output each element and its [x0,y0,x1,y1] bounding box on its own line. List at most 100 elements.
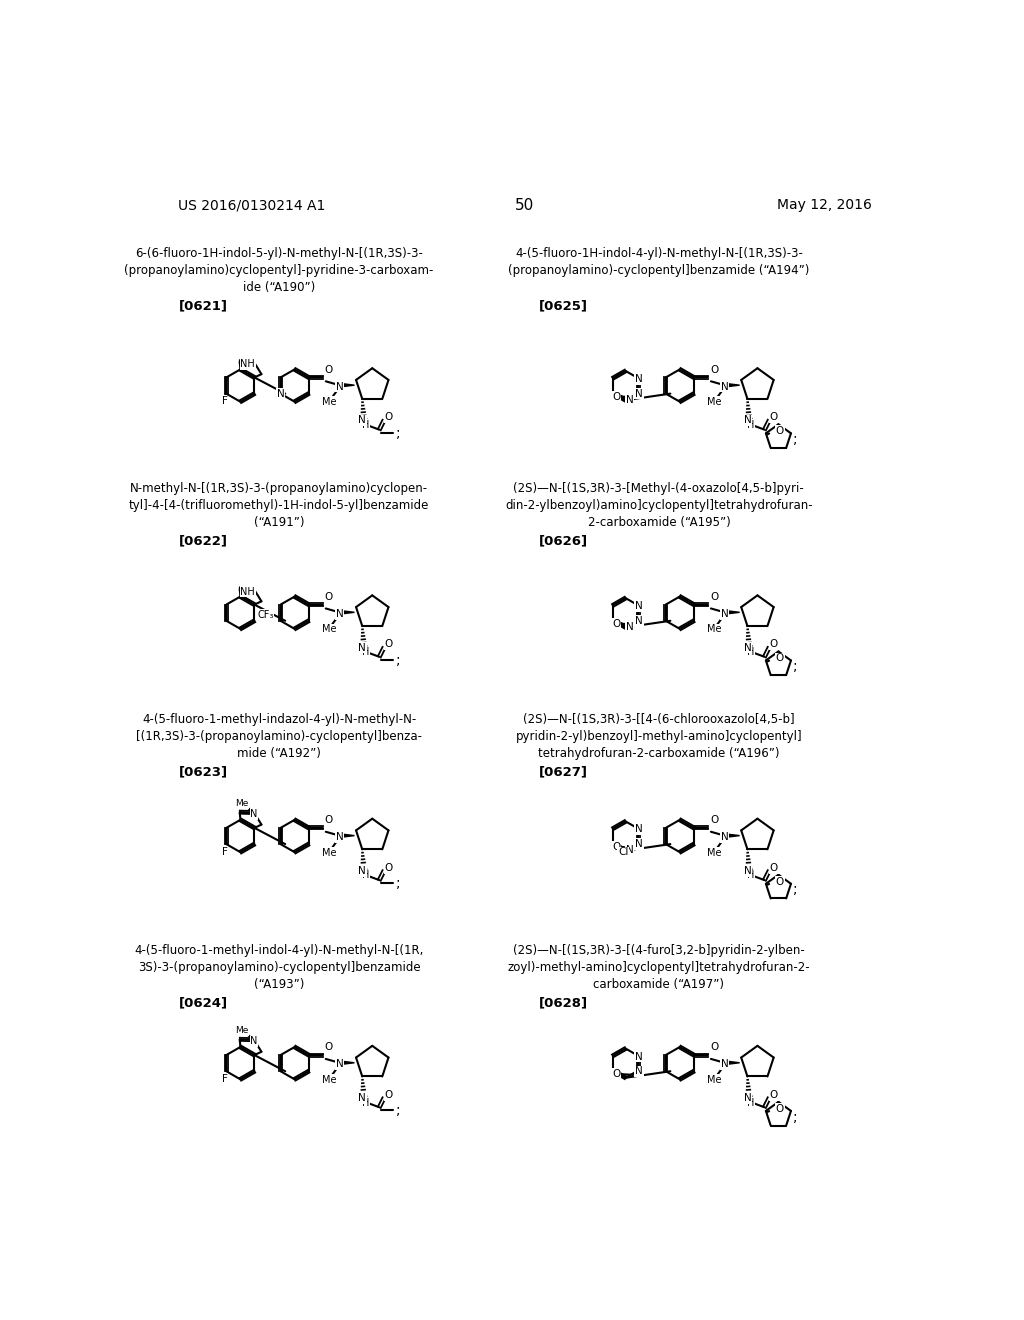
Text: O: O [384,1090,393,1100]
Text: F: F [222,1074,227,1084]
Text: N: N [358,416,367,425]
Text: 6-(6-fluoro-1H-indol-5-yl)-N-methyl-N-[(1R,3S)-3-
(propanoylamino)cyclopentyl]-p: 6-(6-fluoro-1H-indol-5-yl)-N-methyl-N-[(… [125,247,434,294]
Text: [0623]: [0623] [178,766,227,779]
Text: H: H [746,870,755,880]
Text: N: N [358,1093,367,1104]
Text: N: N [743,416,752,425]
Text: H: H [361,420,369,430]
Polygon shape [342,834,354,837]
Text: N: N [250,1036,258,1047]
Text: F: F [222,847,227,857]
Text: N: N [336,381,344,392]
Text: N: N [743,866,752,876]
Polygon shape [727,1061,739,1064]
Text: O: O [770,1090,778,1100]
Text: N: N [250,809,258,820]
Polygon shape [342,611,354,614]
Text: N: N [635,1067,643,1076]
Text: O: O [612,392,621,401]
Text: O: O [325,364,333,375]
Text: N: N [635,616,643,626]
Text: N: N [743,1093,752,1104]
Text: ;: ; [794,659,798,673]
Text: [0626]: [0626] [539,535,588,548]
Text: N: N [635,374,643,384]
Text: ;: ; [794,1110,798,1123]
Text: Cl: Cl [618,847,629,857]
Text: Me: Me [707,847,721,858]
Text: Me: Me [322,624,336,634]
Text: [0625]: [0625] [539,300,588,313]
Text: Me: Me [322,397,336,407]
Text: ;: ; [395,1104,400,1117]
Text: O: O [325,816,333,825]
Text: N: N [635,388,643,399]
Text: N: N [635,601,643,611]
Text: H: H [361,1098,369,1107]
Text: N: N [635,1052,643,1061]
Text: O: O [776,876,784,887]
Text: O: O [612,1069,621,1080]
Text: N: N [626,395,634,404]
Text: N: N [626,845,634,855]
Text: O: O [384,639,393,649]
Text: N-methyl-N-[(1R,3S)-3-(propanoylamino)cyclopen-
tyl]-4-[4-(trifluoromethyl)-1H-i: N-methyl-N-[(1R,3S)-3-(propanoylamino)cy… [129,482,429,529]
Text: O: O [776,653,784,664]
Text: Me: Me [234,1026,248,1035]
Text: O: O [770,412,778,422]
Text: (2S)—N-[(1S,3R)-3-[[4-(6-chlorooxazolo[4,5-b]
pyridin-2-yl)benzoyl]-methyl-amino: (2S)—N-[(1S,3R)-3-[[4-(6-chlorooxazolo[4… [515,713,802,760]
Text: [0621]: [0621] [178,300,227,313]
Text: Me: Me [707,397,721,407]
Text: Me: Me [707,1074,721,1085]
Text: F: F [222,396,227,407]
Text: O: O [710,1043,718,1052]
Text: H: H [361,647,369,657]
Text: (2S)—N-[(1S,3R)-3-[(4-furo[3,2-b]pyridin-2-ylben-
zoyl)-methyl-amino]cyclopentyl: (2S)—N-[(1S,3R)-3-[(4-furo[3,2-b]pyridin… [508,944,810,991]
Text: NH: NH [241,586,255,597]
Text: ;: ; [395,876,400,890]
Text: 4-(5-fluoro-1-methyl-indazol-4-yl)-N-methyl-N-
[(1R,3S)-3-(propanoylamino)-cyclo: 4-(5-fluoro-1-methyl-indazol-4-yl)-N-met… [136,713,422,760]
Text: CF₃: CF₃ [257,610,273,619]
Text: [0627]: [0627] [539,766,588,779]
Text: O: O [612,842,621,851]
Text: ;: ; [794,882,798,896]
Text: O: O [710,591,718,602]
Text: N: N [721,609,729,619]
Text: ;: ; [395,426,400,440]
Text: H: H [361,870,369,880]
Polygon shape [727,384,739,387]
Text: N: N [358,643,367,652]
Text: O: O [612,619,621,628]
Text: [0622]: [0622] [178,535,227,548]
Text: O: O [770,639,778,649]
Text: N: N [626,622,634,632]
Text: US 2016/0130214 A1: US 2016/0130214 A1 [178,198,326,213]
Text: O: O [776,426,784,436]
Text: O: O [770,863,778,873]
Text: N: N [336,1060,344,1069]
Text: O: O [325,591,333,602]
Text: (2S)—N-[(1S,3R)-3-[Methyl-(4-oxazolo[4,5-b]pyri-
din-2-ylbenzoyl)amino]cyclopent: (2S)—N-[(1S,3R)-3-[Methyl-(4-oxazolo[4,5… [505,482,813,529]
Text: O: O [325,1043,333,1052]
Text: Me: Me [322,847,336,858]
Text: N: N [336,832,344,842]
Text: Me: Me [322,1074,336,1085]
Text: O: O [384,412,393,422]
Text: [0624]: [0624] [178,997,227,1010]
Polygon shape [727,611,739,614]
Text: 50: 50 [515,198,535,214]
Text: 4-(5-fluoro-1-methyl-indol-4-yl)-N-methyl-N-[(1R,
3S)-3-(propanoylamino)-cyclope: 4-(5-fluoro-1-methyl-indol-4-yl)-N-methy… [134,944,424,991]
Text: 4-(5-fluoro-1H-indol-4-yl)-N-methyl-N-[(1R,3S)-3-
(propanoylamino)-cyclopentyl]b: 4-(5-fluoro-1H-indol-4-yl)-N-methyl-N-[(… [508,247,810,277]
Text: H: H [746,1098,755,1107]
Text: N: N [743,643,752,652]
Text: O: O [710,364,718,375]
Text: O: O [384,863,393,873]
Text: O: O [710,816,718,825]
Text: ;: ; [395,653,400,667]
Text: H: H [746,420,755,430]
Text: N: N [276,388,285,399]
Text: N: N [721,381,729,392]
Text: Me: Me [707,624,721,634]
Text: N: N [721,1060,729,1069]
Text: N: N [336,609,344,619]
